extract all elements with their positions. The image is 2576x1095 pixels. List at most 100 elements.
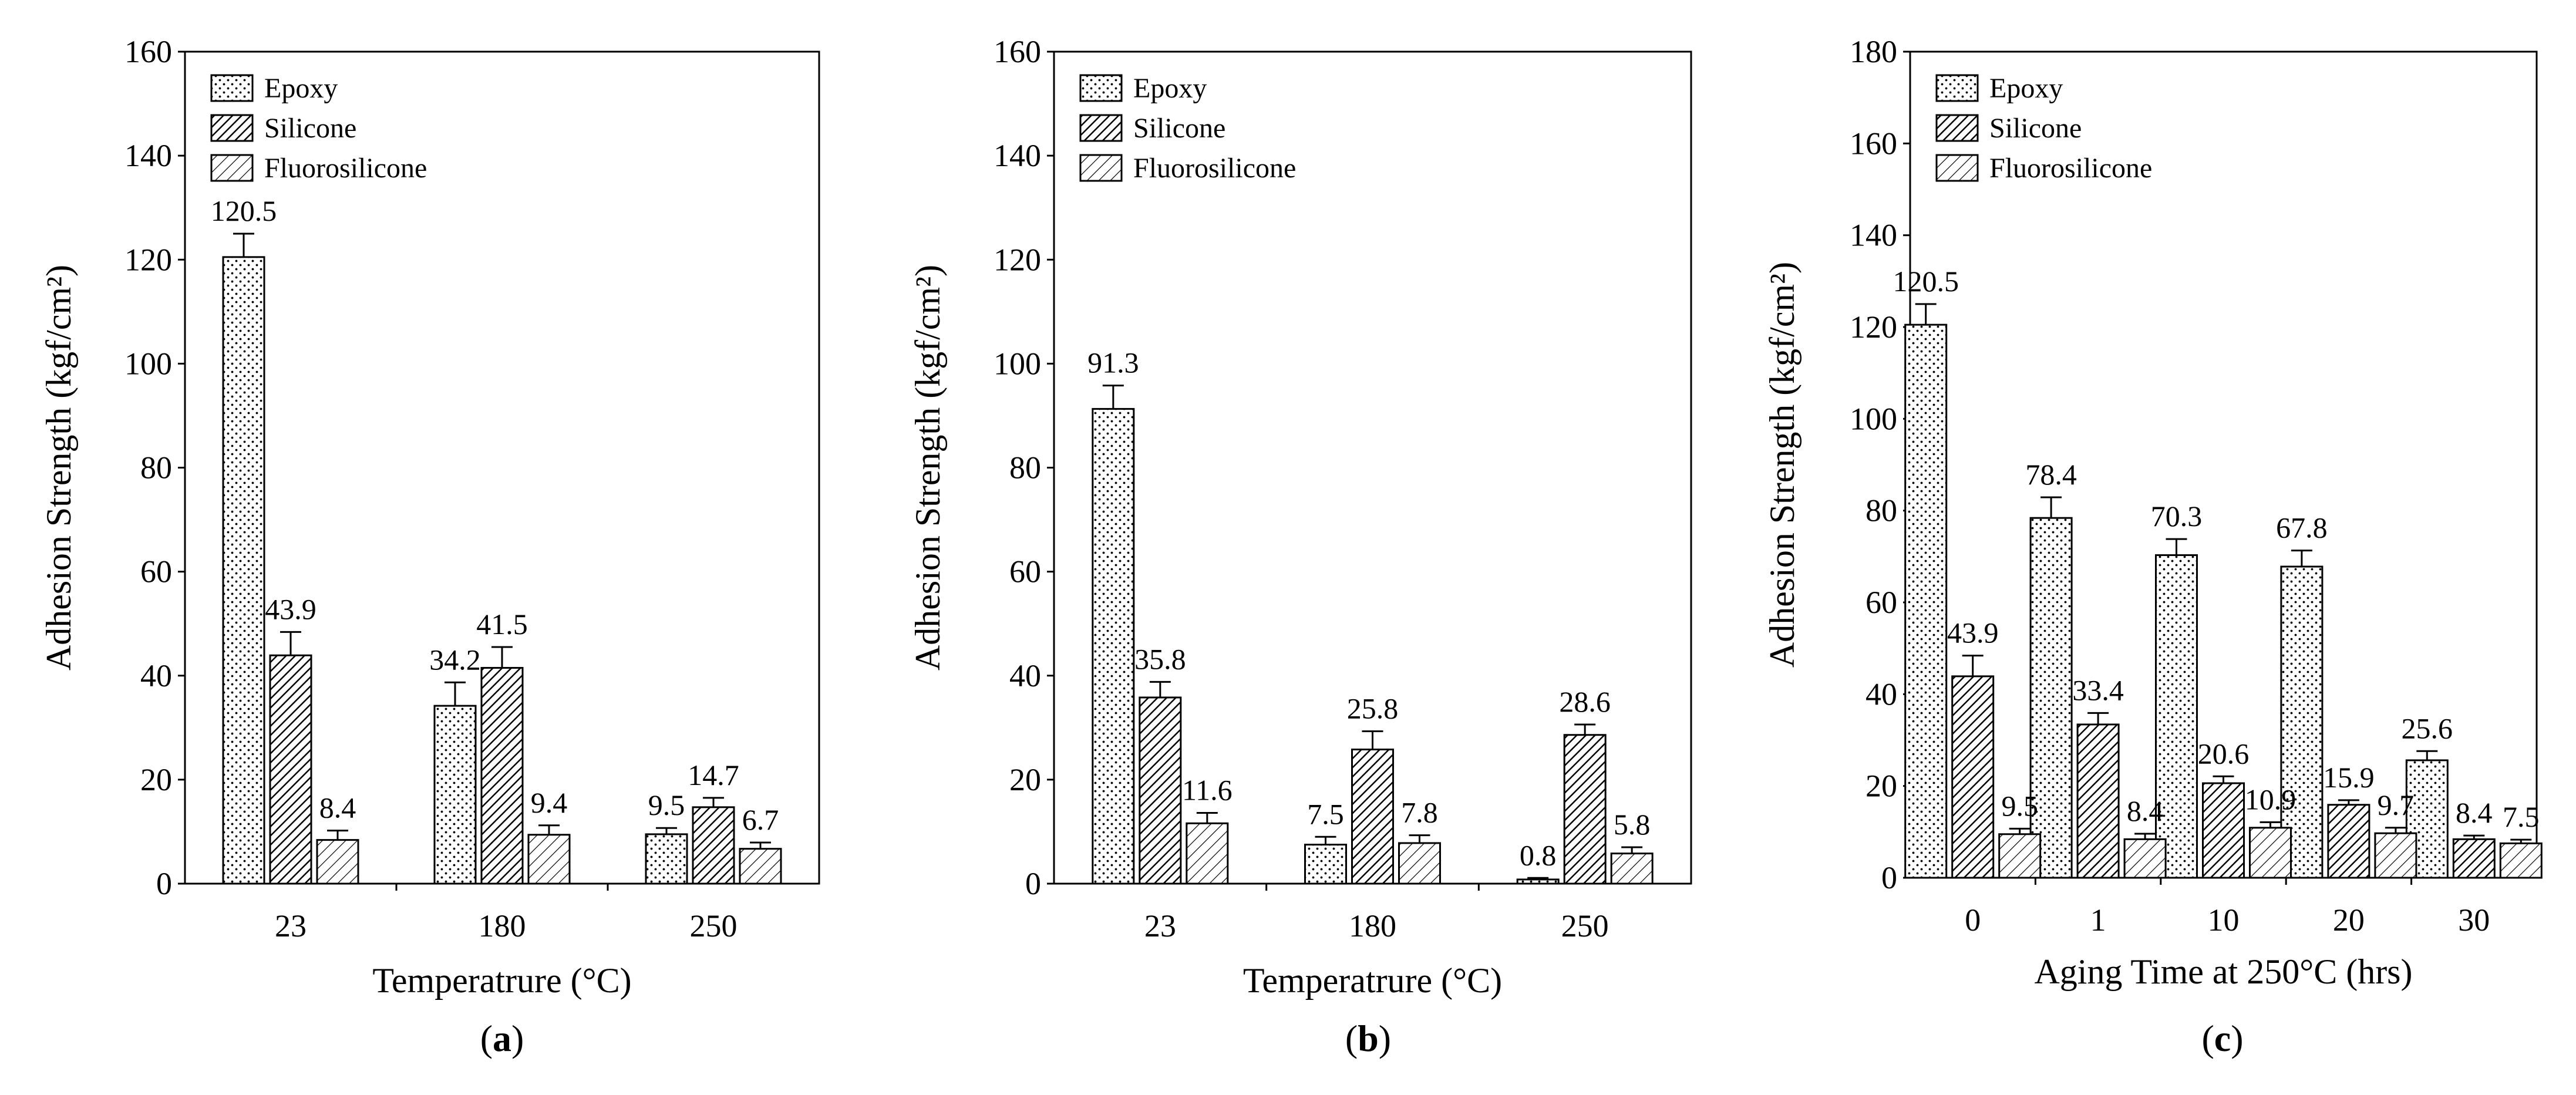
y-tick-label: 0 [1881, 860, 1897, 895]
y-axis-title: Adhesion Strength (kgf/cm²) [908, 265, 947, 671]
data-label: 20.6 [2198, 737, 2250, 770]
bar-epoxy [2029, 517, 2073, 879]
x-tick-label: 23 [275, 908, 307, 944]
bar-epoxy [2155, 554, 2198, 879]
bar-fluorosilicone [2374, 832, 2417, 879]
y-axis-title: Adhesion Strength (kgf/cm²) [1763, 262, 1801, 668]
data-label: 0.8 [1520, 838, 1557, 871]
data-label: 8.4 [2127, 794, 2164, 827]
bar-fluorosilicone [2249, 827, 2292, 879]
x-tick-label: 1 [2090, 902, 2106, 938]
y-axis-title: Adhesion Strength (kgf/cm²) [39, 265, 78, 671]
y-tick-label: 20 [140, 762, 172, 797]
x-tick-label: 0 [1965, 902, 1981, 938]
y-tick-label: 0 [1025, 866, 1041, 901]
legend-label: Fluorosilicone [1989, 153, 2152, 184]
y-tick-label: 140 [1850, 218, 1897, 253]
legend-swatch [1935, 114, 1979, 142]
data-label: 67.8 [2276, 511, 2328, 544]
y-tick-label: 100 [994, 346, 1041, 381]
bar-fluorosilicone [1998, 833, 2042, 879]
data-label: 11.6 [1182, 774, 1233, 807]
y-tick-label: 180 [1850, 34, 1897, 69]
legend-swatch [1935, 154, 1979, 182]
data-label: 70.3 [2151, 500, 2203, 533]
bar-silicone [1951, 675, 1995, 879]
y-tick-label: 120 [1850, 309, 1897, 345]
y-tick-label: 120 [994, 242, 1041, 277]
data-label: 9.5 [2001, 789, 2038, 822]
data-label: 120.5 [1893, 265, 1959, 298]
bar-silicone [2327, 804, 2370, 879]
legend-swatch [1079, 114, 1123, 142]
data-label: 7.5 [2503, 800, 2540, 833]
legend-label: Epoxy [264, 73, 338, 104]
data-label: 120.5 [211, 194, 277, 227]
legend-swatch [1079, 74, 1123, 102]
bar-epoxy [1092, 407, 1135, 885]
y-tick-label: 140 [124, 138, 172, 173]
legend-label: Epoxy [1133, 73, 1207, 104]
x-axis-title: Temperatrure (°C) [372, 961, 631, 1000]
x-tick-label: 180 [1349, 908, 1396, 944]
data-label: 91.3 [1087, 346, 1139, 379]
data-label: 33.4 [2072, 673, 2124, 706]
x-tick-label: 23 [1144, 908, 1176, 944]
legend-label: Silicone [1989, 113, 2082, 144]
panel-caption-letter: b [1358, 1017, 1379, 1059]
data-label: 35.8 [1134, 642, 1186, 675]
x-axis-title: Temperatrure (°C) [1243, 961, 1502, 1000]
bar-silicone [2452, 838, 2496, 879]
x-tick-label: 10 [2208, 902, 2240, 938]
y-tick-label: 100 [1850, 401, 1897, 436]
data-label: 9.4 [531, 786, 568, 819]
x-tick-label: 250 [690, 908, 738, 944]
x-tick-label: 180 [479, 908, 526, 944]
data-label: 28.6 [1559, 685, 1611, 718]
bar-silicone [2076, 723, 2120, 879]
y-tick-label: 160 [994, 34, 1041, 69]
bar-silicone [269, 654, 312, 885]
legend-swatch [210, 74, 254, 102]
legend-label: Fluorosilicone [1133, 153, 1296, 184]
bar-silicone [1139, 696, 1182, 885]
chart-panel-c: 0 20 40 60 80 100 120 140 160 180 0 1 10 20 30 120.5 78.… [1763, 34, 2543, 1059]
bar-silicone [480, 666, 524, 885]
legend-swatch [210, 154, 254, 182]
legend-label: Fluorosilicone [264, 153, 427, 184]
y-tick-label: 40 [1009, 658, 1041, 693]
bar-epoxy [1516, 878, 1560, 885]
bar-fluorosilicone [527, 834, 571, 885]
panel-caption: (b) [1345, 1017, 1391, 1059]
data-label: 8.4 [319, 791, 356, 824]
bar-epoxy [2280, 565, 2324, 879]
bar-epoxy [433, 705, 477, 885]
data-label: 8.4 [2456, 796, 2493, 829]
data-label: 14.7 [688, 759, 739, 791]
bar-epoxy [222, 256, 265, 885]
bar-epoxy [645, 833, 688, 885]
bar-epoxy [1904, 324, 1948, 879]
y-tick-label: 80 [140, 450, 172, 486]
y-tick-label: 60 [1866, 585, 1897, 620]
data-label: 43.9 [1947, 616, 1999, 649]
y-tick-label: 20 [1009, 762, 1041, 797]
y-tick-label: 80 [1866, 493, 1897, 528]
bar-silicone [692, 806, 735, 885]
bar-fluorosilicone [316, 839, 359, 885]
chart-panel-b: 0 20 40 60 80 100 120 140 160 23 180 250 91.3 7.5 0.8 3… [908, 34, 1692, 1059]
bar-silicone [1563, 734, 1607, 885]
legend-label: Epoxy [1989, 73, 2063, 104]
data-label: 25.8 [1347, 692, 1399, 725]
data-label: 5.8 [1614, 808, 1651, 841]
x-axis-title: Aging Time at 250°C (hrs) [2034, 952, 2412, 991]
bar-silicone [1351, 749, 1394, 885]
bar-fluorosilicone [739, 848, 782, 885]
y-tick-label: 60 [1009, 554, 1041, 589]
y-tick-label: 120 [124, 242, 172, 277]
data-label: 7.8 [1401, 796, 1438, 829]
chart-panel-a: 0 20 40 60 80 100 120 140 160 23 180 250 120.5 34.2 9.… [39, 34, 820, 1059]
y-tick-label: 160 [124, 34, 172, 69]
y-tick-label: 100 [124, 346, 172, 381]
